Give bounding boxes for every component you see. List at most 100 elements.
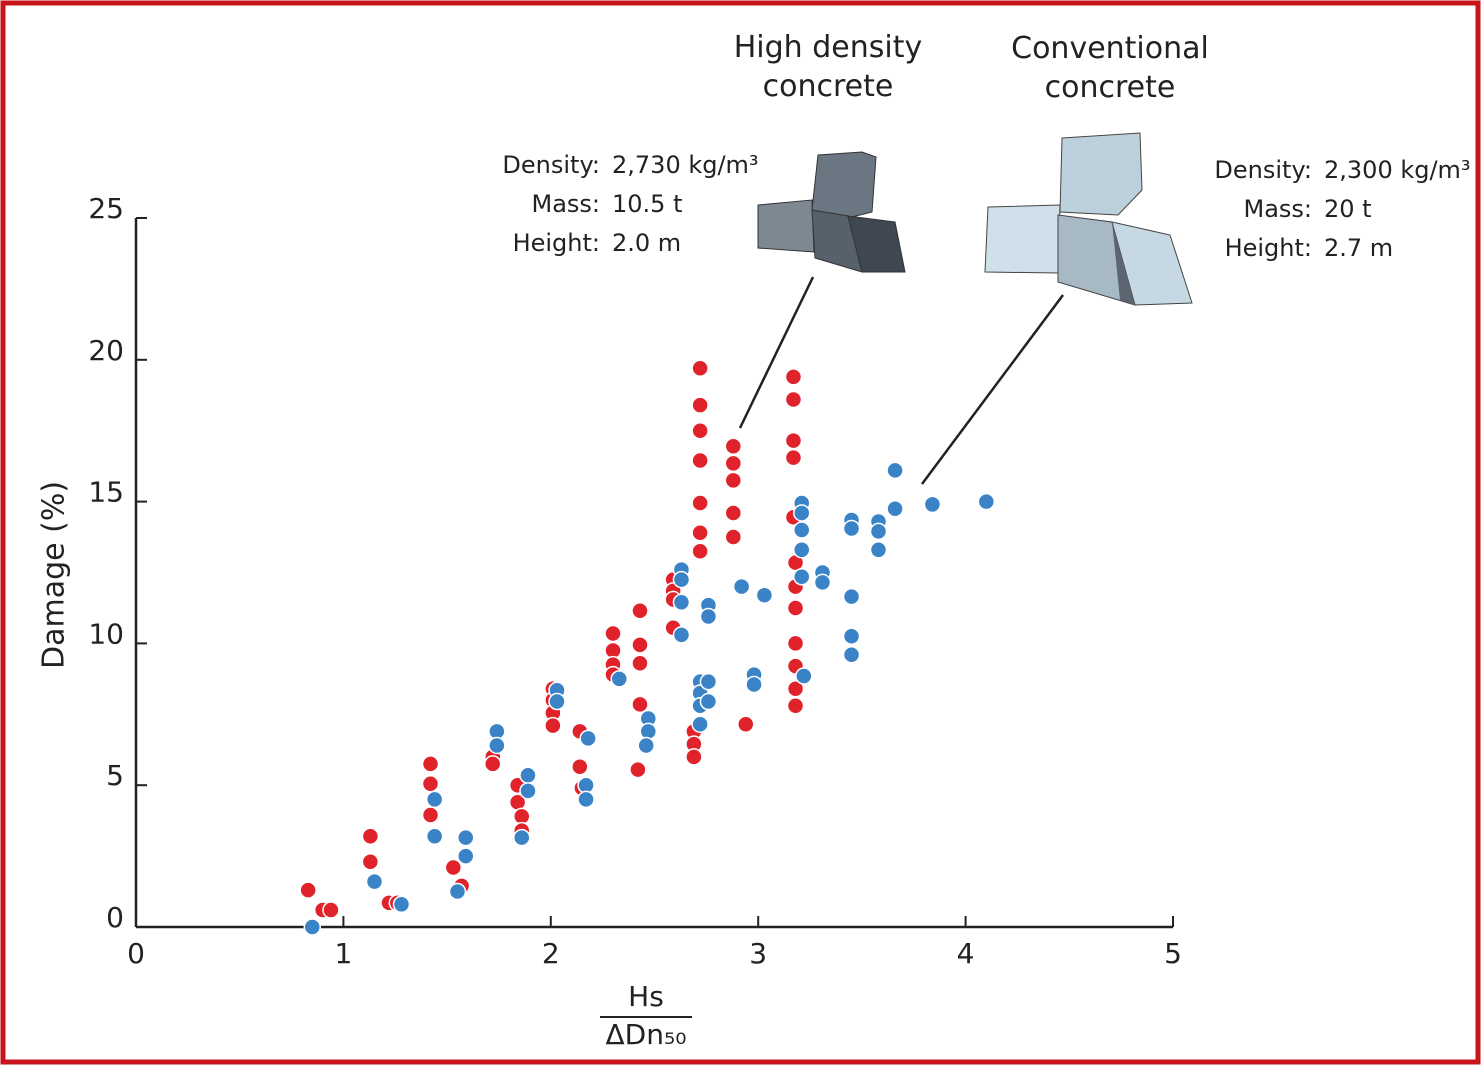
y-tick-label: 0: [106, 901, 124, 934]
point: [869, 522, 888, 541]
point: [577, 790, 595, 809]
point: [631, 695, 649, 714]
point: [457, 847, 475, 865]
point: [631, 602, 649, 620]
spec-value: 10.5 t: [612, 190, 682, 218]
point: [795, 667, 813, 685]
point: [699, 607, 718, 626]
point: [786, 680, 805, 698]
point: [886, 499, 904, 518]
point: [784, 431, 803, 450]
point: [672, 593, 691, 612]
series-label: High density concrete: [733, 30, 923, 104]
point: [793, 568, 811, 586]
point: [425, 827, 444, 845]
point: [448, 882, 467, 901]
point: [421, 755, 440, 773]
x-tick-label: 0: [127, 937, 145, 970]
point: [691, 396, 709, 414]
point: [724, 471, 743, 490]
point: [691, 715, 709, 733]
spec-value: 20 t: [1324, 195, 1372, 223]
point: [691, 542, 709, 560]
y-tick-label: 20: [88, 334, 124, 367]
point: [519, 782, 537, 800]
spec-value: 2,730 kg/m³: [612, 151, 759, 179]
spec-value: 2.7 m: [1324, 234, 1393, 262]
spec-label: Mass:: [1243, 195, 1312, 223]
point: [571, 758, 589, 776]
point: [488, 736, 506, 755]
point: [784, 368, 803, 386]
point: [886, 461, 904, 480]
x-tick-label: 1: [334, 937, 352, 970]
point: [483, 755, 502, 773]
point: [457, 828, 475, 847]
point: [631, 654, 649, 673]
point: [691, 451, 709, 470]
point: [745, 675, 763, 694]
point: [699, 692, 718, 711]
point: [361, 827, 380, 845]
point: [361, 853, 380, 871]
point: [724, 528, 743, 546]
point: [299, 881, 317, 899]
point: [813, 573, 832, 592]
point: [629, 760, 647, 779]
point: [691, 359, 709, 378]
x-axis-label-numerator: Hs: [628, 980, 664, 1013]
point: [365, 872, 384, 891]
point: [548, 692, 566, 711]
point: [639, 722, 658, 741]
y-tick-label: 25: [88, 192, 124, 225]
leader-line: [738, 276, 815, 429]
point: [842, 627, 861, 646]
point: [544, 716, 562, 735]
x-tick-label: 4: [957, 937, 975, 970]
point: [842, 519, 861, 538]
point: [786, 599, 805, 617]
point: [737, 715, 755, 733]
point: [793, 521, 811, 539]
point: [672, 570, 691, 589]
point: [685, 748, 703, 766]
point: [786, 697, 805, 715]
point: [519, 766, 537, 785]
point: [869, 541, 888, 559]
point: [631, 636, 649, 654]
point: [755, 586, 774, 604]
point: [842, 587, 861, 606]
point: [421, 775, 440, 793]
spec-label: Density:: [1214, 156, 1312, 184]
point: [421, 806, 440, 824]
leader-line: [920, 294, 1065, 485]
spec-value: 2,300 kg/m³: [1324, 156, 1471, 184]
point: [784, 390, 803, 409]
spec-value: 2.0 m: [612, 229, 681, 257]
series-label: Conventional concrete: [1011, 31, 1209, 105]
spec-label: Mass:: [531, 190, 600, 218]
point: [444, 858, 463, 877]
point: [691, 494, 709, 512]
point: [303, 918, 322, 936]
point: [724, 454, 743, 473]
spec-label: Height:: [1225, 234, 1312, 262]
point: [842, 645, 861, 664]
point: [699, 672, 718, 691]
point: [732, 577, 751, 596]
point: [604, 624, 622, 643]
x-axis-label-denominator: ΔDn₅₀: [606, 1018, 687, 1051]
spec-label: Height:: [513, 229, 600, 257]
point: [691, 421, 709, 440]
point: [425, 790, 444, 809]
point: [923, 495, 942, 514]
y-tick-label: 10: [88, 617, 124, 650]
point: [786, 634, 805, 653]
y-axis-label: Damage (%): [37, 481, 72, 669]
x-tick-label: 2: [542, 937, 560, 970]
point: [724, 504, 743, 522]
point: [724, 437, 743, 456]
